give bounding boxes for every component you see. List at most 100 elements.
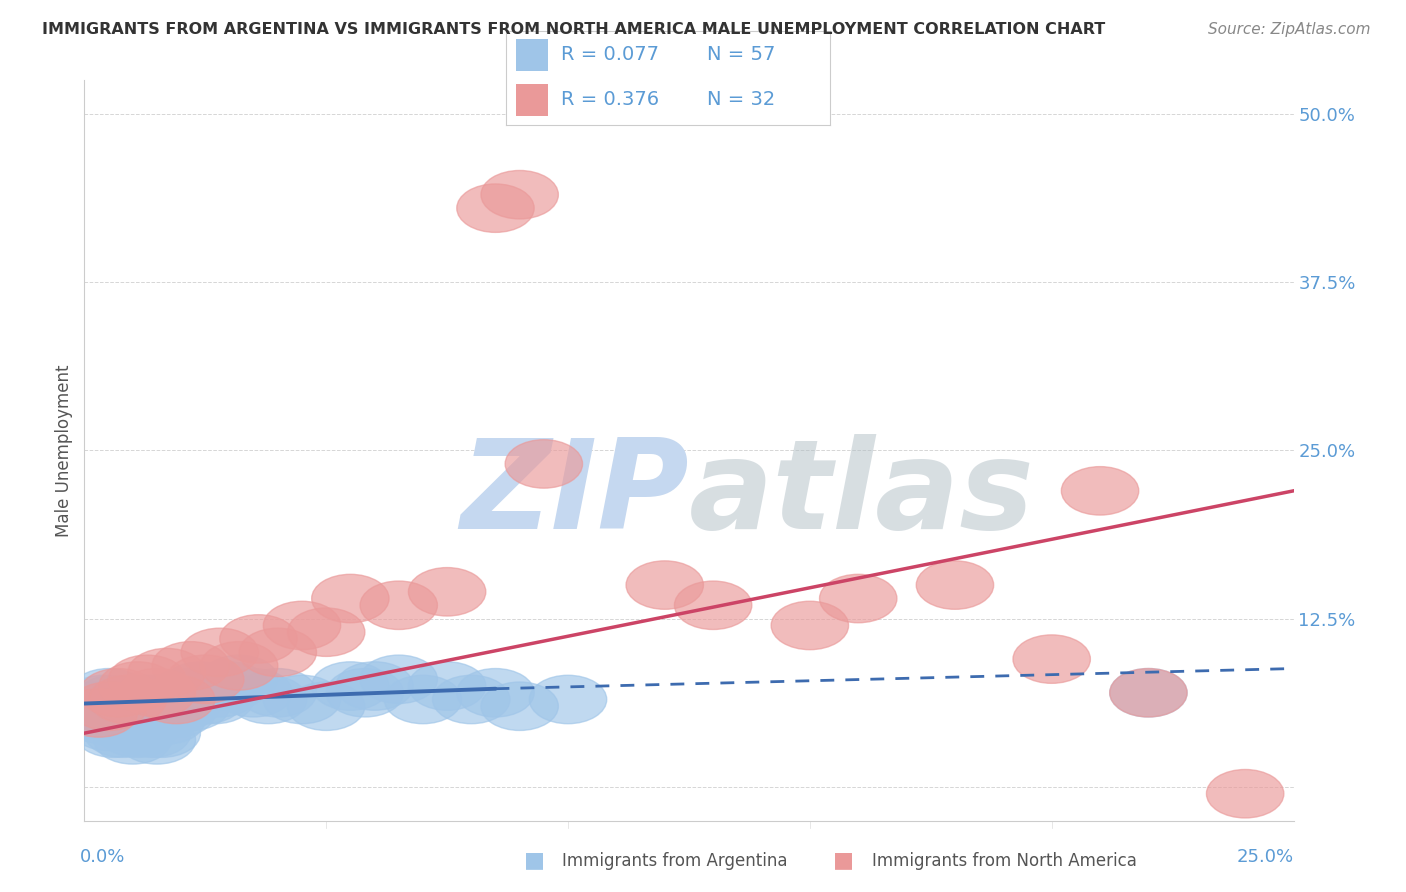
Ellipse shape [128,648,205,697]
Ellipse shape [263,601,340,649]
Text: ZIP: ZIP [460,434,689,556]
Ellipse shape [675,581,752,630]
Ellipse shape [128,696,205,744]
Ellipse shape [70,689,148,737]
Text: IMMIGRANTS FROM ARGENTINA VS IMMIGRANTS FROM NORTH AMERICA MALE UNEMPLOYMENT COR: IMMIGRANTS FROM ARGENTINA VS IMMIGRANTS … [42,22,1105,37]
Text: atlas: atlas [689,434,1035,556]
Ellipse shape [917,561,994,609]
Ellipse shape [166,655,245,704]
Ellipse shape [1062,467,1139,515]
Ellipse shape [152,641,229,690]
Ellipse shape [505,440,582,488]
Ellipse shape [89,675,166,723]
Ellipse shape [239,628,316,677]
Text: Immigrants from Argentina: Immigrants from Argentina [562,852,787,870]
Text: ■: ■ [834,850,853,870]
Ellipse shape [118,668,195,717]
Ellipse shape [408,567,486,616]
Ellipse shape [384,675,461,723]
Ellipse shape [84,709,162,757]
Ellipse shape [360,581,437,630]
Ellipse shape [138,675,215,723]
Ellipse shape [457,184,534,233]
Ellipse shape [89,682,166,731]
Ellipse shape [55,682,132,731]
Ellipse shape [770,601,849,649]
Ellipse shape [312,574,389,623]
Text: N = 57: N = 57 [707,45,775,64]
Ellipse shape [65,696,142,744]
Ellipse shape [60,689,138,737]
Ellipse shape [229,675,307,723]
Ellipse shape [1109,668,1187,717]
Ellipse shape [84,689,162,737]
Ellipse shape [219,615,297,663]
Ellipse shape [162,662,239,710]
Text: 0.0%: 0.0% [80,847,125,865]
Ellipse shape [1109,668,1187,717]
Ellipse shape [70,682,148,731]
Ellipse shape [326,668,404,717]
Ellipse shape [433,675,510,723]
Ellipse shape [98,662,176,710]
Ellipse shape [132,675,209,723]
Ellipse shape [80,682,157,731]
Ellipse shape [263,675,340,723]
Ellipse shape [98,682,176,731]
Text: Source: ZipAtlas.com: Source: ZipAtlas.com [1208,22,1371,37]
Ellipse shape [60,689,138,737]
Y-axis label: Male Unemployment: Male Unemployment [55,364,73,537]
Ellipse shape [312,662,389,710]
Ellipse shape [287,608,366,657]
Ellipse shape [142,682,219,731]
Ellipse shape [108,675,186,723]
Ellipse shape [80,696,157,744]
Ellipse shape [65,675,142,723]
Ellipse shape [70,668,148,717]
Ellipse shape [94,715,172,764]
Ellipse shape [191,662,269,710]
Text: R = 0.077: R = 0.077 [561,45,659,64]
Ellipse shape [176,675,253,723]
Ellipse shape [124,682,201,731]
Ellipse shape [124,709,201,757]
Ellipse shape [626,561,703,609]
Ellipse shape [104,702,181,751]
Ellipse shape [239,668,316,717]
Ellipse shape [152,682,229,731]
Ellipse shape [114,689,191,737]
Ellipse shape [80,668,157,717]
Text: R = 0.376: R = 0.376 [561,90,659,109]
Ellipse shape [481,170,558,219]
Ellipse shape [104,682,181,731]
Bar [516,38,548,70]
Ellipse shape [98,709,176,757]
Ellipse shape [201,641,278,690]
Ellipse shape [118,675,195,723]
Ellipse shape [166,675,245,723]
Ellipse shape [114,709,191,757]
Ellipse shape [287,682,366,731]
Ellipse shape [89,702,166,751]
Text: Immigrants from North America: Immigrants from North America [872,852,1136,870]
Ellipse shape [457,668,534,717]
Ellipse shape [1206,770,1284,818]
Text: 25.0%: 25.0% [1236,847,1294,865]
Ellipse shape [360,655,437,704]
Text: N = 32: N = 32 [707,90,775,109]
Ellipse shape [481,682,558,731]
Ellipse shape [118,715,195,764]
Ellipse shape [75,709,152,757]
Ellipse shape [181,668,259,717]
Ellipse shape [408,662,486,710]
Text: ■: ■ [524,850,544,870]
Ellipse shape [529,675,607,723]
Ellipse shape [94,689,172,737]
Ellipse shape [70,702,148,751]
Ellipse shape [138,689,215,737]
Ellipse shape [108,655,186,704]
Ellipse shape [201,655,278,704]
Bar [516,84,548,116]
Ellipse shape [181,628,259,677]
Ellipse shape [1012,635,1091,683]
